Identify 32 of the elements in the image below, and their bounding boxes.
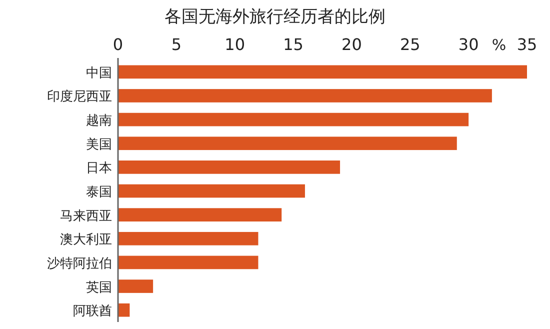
x-tick-label: 0 [112,35,124,54]
y-tick-label: 中国 [86,66,112,81]
chart-title: 各国无海外旅行经历者的比例 [164,7,386,27]
bar [118,303,130,317]
x-tick-label: 30 [458,35,479,54]
y-tick-label: 印度尼西亚 [47,88,112,105]
bar [118,136,457,150]
x-tick-label: 10 [224,35,246,54]
y-tick-label: 沙特阿拉伯 [47,256,112,272]
x-axis-title: % [492,36,506,54]
y-tick-label: 美国 [86,136,112,152]
bar [118,112,469,126]
x-tick-label: 5 [171,35,182,54]
bar [118,89,492,102]
y-tick-label: 英国 [86,280,112,296]
bar [118,232,258,246]
y-tick-label: 澳大利亚 [60,232,112,248]
bar [118,256,258,270]
y-tick-label: 阿联酋 [73,304,112,320]
bar [118,280,154,293]
x-tick-label: 25 [400,35,420,54]
y-tick-label: 泰国 [86,185,112,200]
x-tick-label: 20 [342,35,362,54]
y-tick-label: 越南 [86,114,112,129]
x-tick-label: 35 [516,35,538,54]
y-tick-label: 马来西亚 [60,208,112,224]
bar [118,184,305,198]
bar [118,160,340,174]
y-tick-label: 日本 [86,161,112,176]
x-tick-label: 15 [283,35,304,54]
bar [118,65,527,79]
bar [118,208,282,222]
